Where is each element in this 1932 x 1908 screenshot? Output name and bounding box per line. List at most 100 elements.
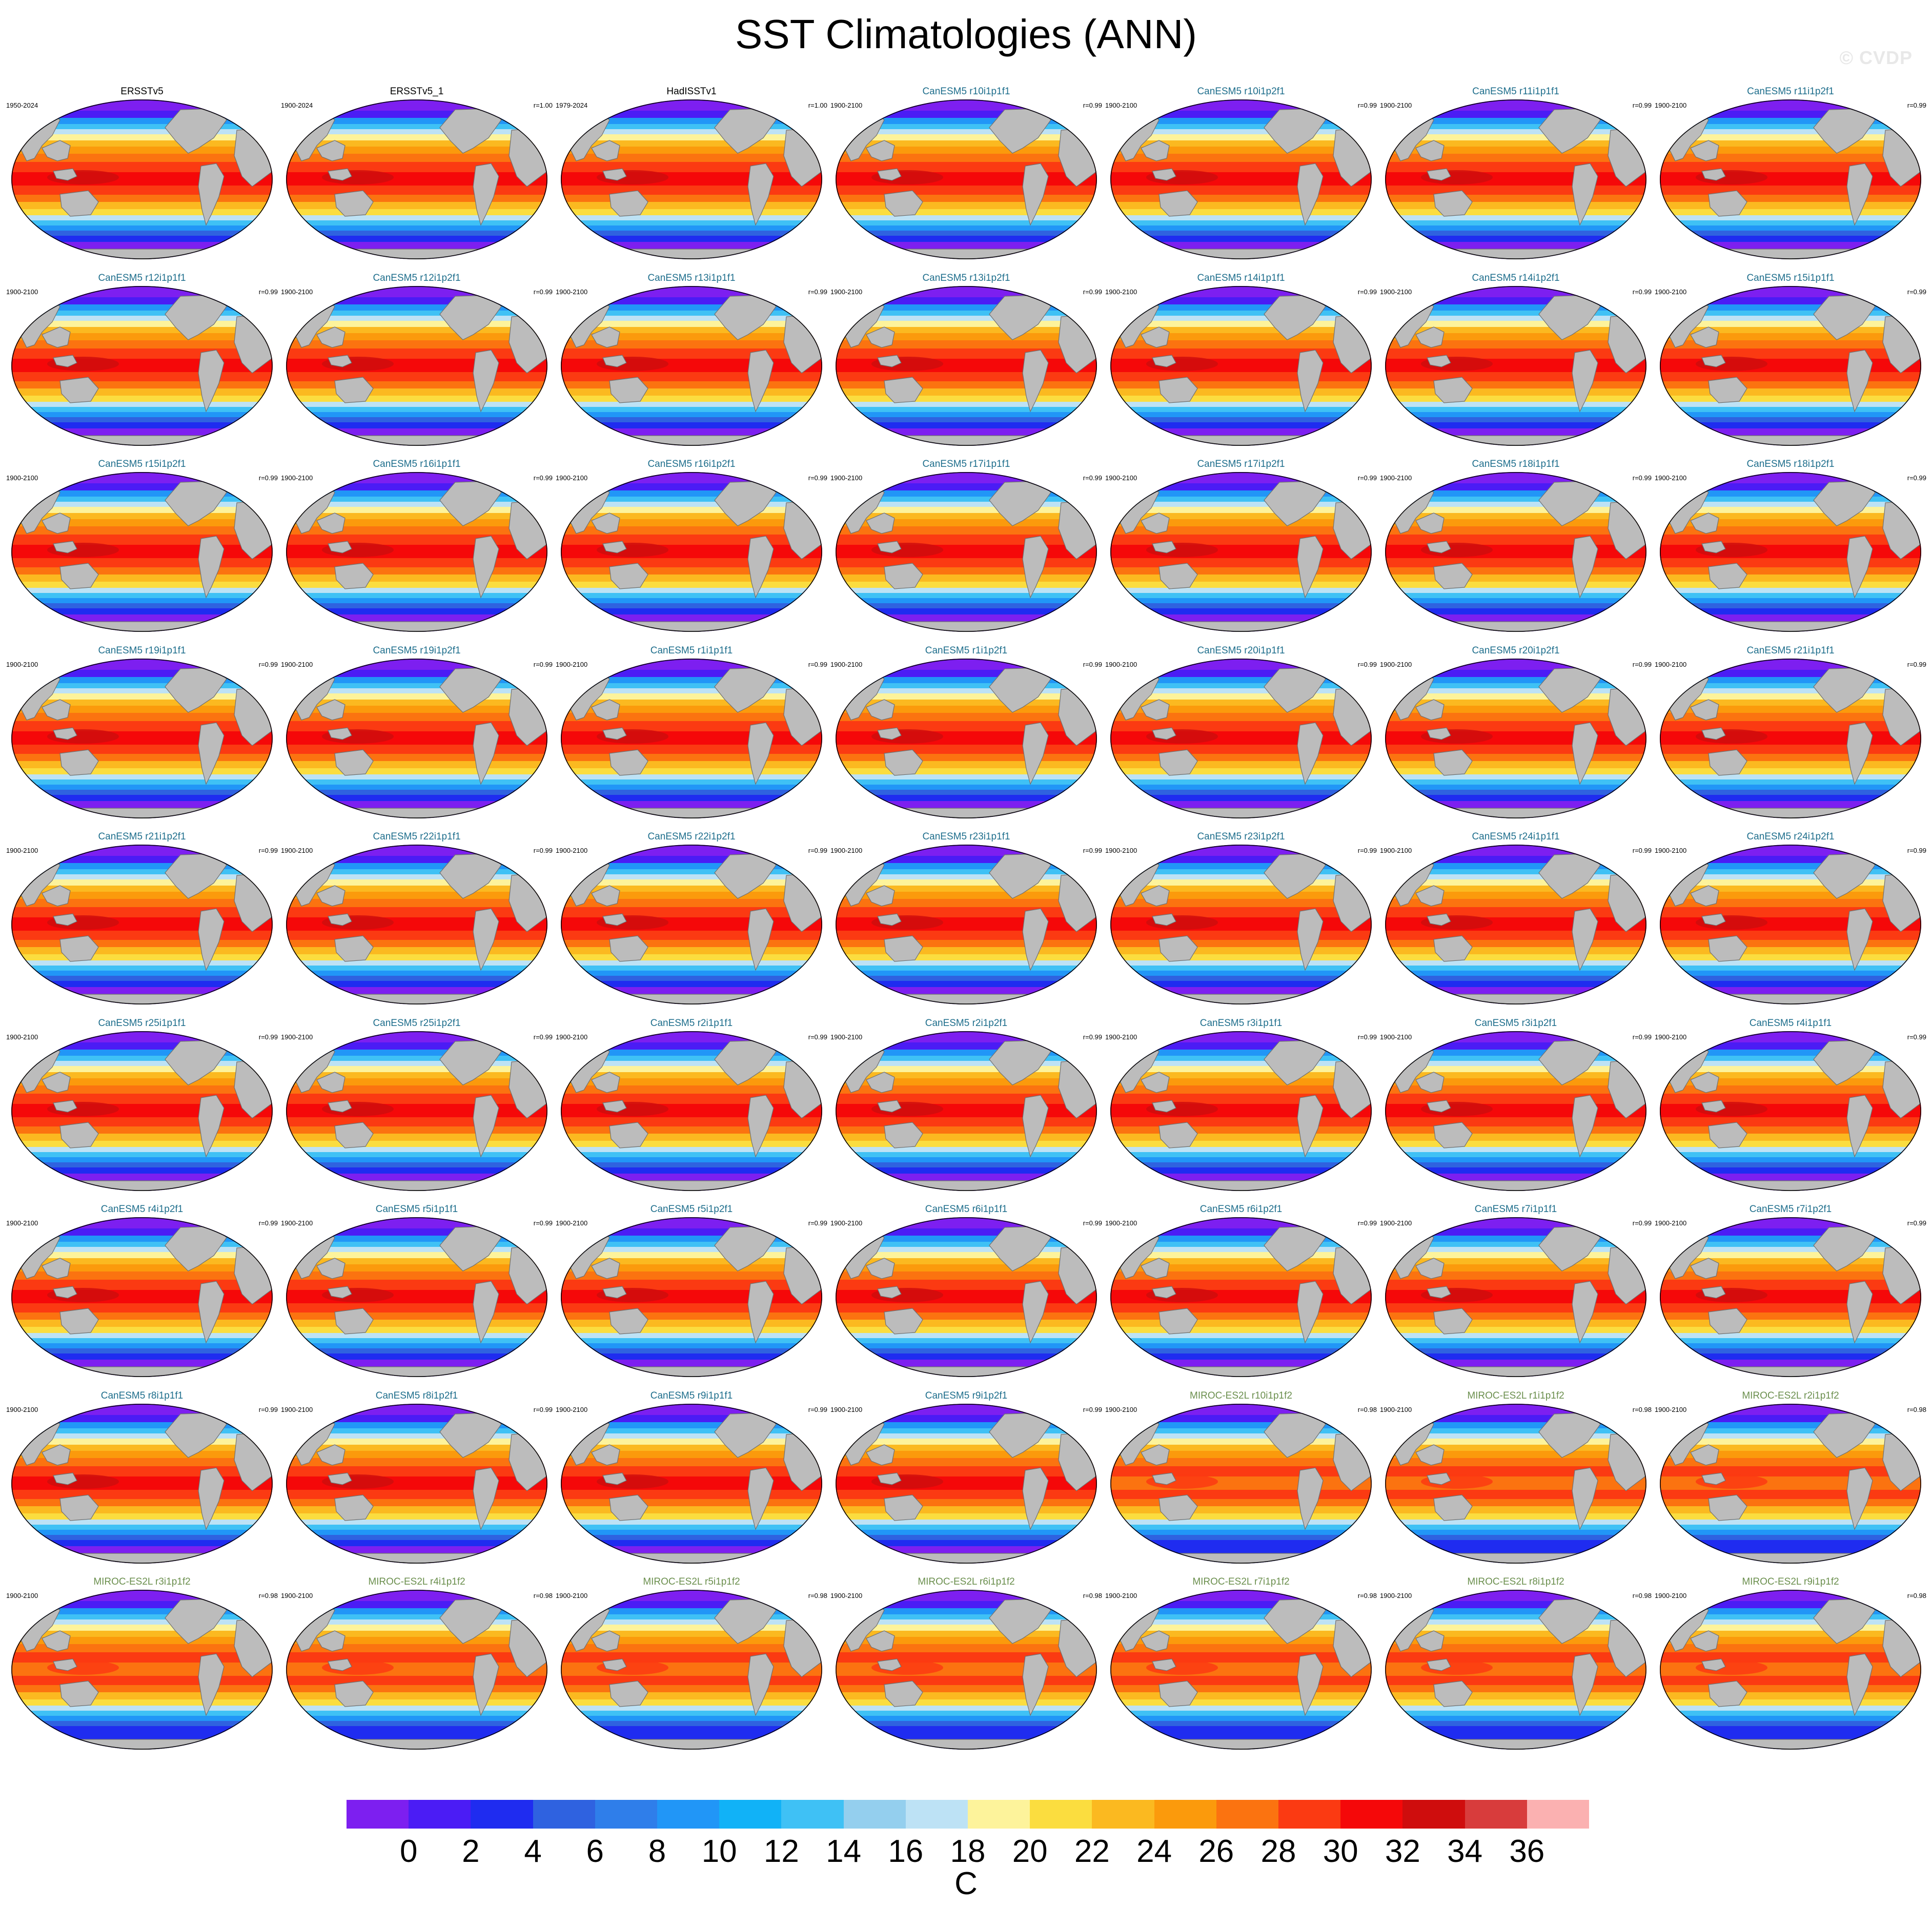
panel-title: MIROC-ES2L r2i1p1f2	[1742, 1390, 1839, 1401]
panel-years: 1900-2100	[6, 660, 38, 668]
panel-years: 1900-2100	[1655, 1219, 1687, 1227]
colorbar-tick-label: 16	[888, 1834, 924, 1869]
panel-years: 1900-2100	[1380, 101, 1412, 109]
colorbar-tick-label: 26	[1198, 1834, 1234, 1869]
map-panel: CanESM5 r14i1p2f1 1900-2100 r=0.99	[1378, 273, 1654, 459]
panel-correlation: r=0.99	[533, 660, 553, 668]
panel-correlation: r=0.99	[1632, 660, 1652, 668]
panel-years: 1900-2100	[1380, 1219, 1412, 1227]
panel-years: 1900-2100	[281, 1405, 313, 1413]
panel-correlation: r=0.99	[1632, 474, 1652, 482]
panel-correlation: r=0.99	[1357, 1219, 1377, 1227]
colorbar-swatch	[1465, 1800, 1527, 1829]
panel-title: CanESM5 r3i1p2f1	[1474, 1017, 1557, 1029]
map-panel: MIROC-ES2L r1i1p1f2 1900-2100 r=0.98	[1378, 1390, 1654, 1576]
colorbar-tick-label: 0	[399, 1834, 418, 1869]
map-panel: CanESM5 r19i1p2f1 1900-2100 r=0.99	[279, 645, 555, 831]
sst-map	[1660, 1031, 1921, 1191]
panel-title: HadISSTv1	[666, 86, 717, 97]
panel-years: 1900-2100	[1655, 101, 1687, 109]
map-panel: CanESM5 r9i1p1f1 1900-2100 r=0.99	[554, 1390, 829, 1576]
panel-correlation: r=0.99	[1357, 101, 1377, 109]
panel-years: 1900-2100	[1655, 288, 1687, 296]
panel-correlation: r=0.98	[1632, 1592, 1652, 1599]
panel-correlation: r=1.00	[808, 101, 827, 109]
map-panel: CanESM5 r20i1p1f1 1900-2100 r=0.99	[1103, 645, 1379, 831]
panel-years: 1900-2100	[1380, 1033, 1412, 1041]
panel-title: CanESM5 r4i1p1f1	[1749, 1017, 1832, 1029]
sst-map	[836, 1217, 1097, 1377]
map-panel: CanESM5 r16i1p2f1 1900-2100 r=0.99	[554, 459, 829, 645]
colorbar-tick-label: 36	[1509, 1834, 1545, 1869]
panel-title: MIROC-ES2L r6i1p1f2	[918, 1576, 1015, 1587]
panel-correlation: r=0.98	[808, 1592, 827, 1599]
panel-correlation: r=0.99	[808, 288, 827, 296]
sst-map	[1385, 1403, 1646, 1564]
map-panel: CanESM5 r19i1p1f1 1900-2100 r=0.99	[4, 645, 280, 831]
panel-years: 1900-2100	[830, 847, 863, 854]
panel-correlation: r=0.99	[1083, 1219, 1102, 1227]
map-panel: CanESM5 r5i1p1f1 1900-2100 r=0.99	[279, 1204, 555, 1390]
map-panel: ERSSTv5 1950-2024	[4, 86, 280, 272]
panel-years: 1900-2100	[281, 1219, 313, 1227]
sst-map	[1385, 1217, 1646, 1377]
panel-correlation: r=0.99	[808, 847, 827, 854]
panel-years: 1900-2100	[1105, 1405, 1137, 1413]
panel-correlation: r=0.99	[533, 1405, 553, 1413]
sst-map	[1385, 99, 1646, 259]
sst-map	[1660, 658, 1921, 818]
map-panel: MIROC-ES2L r10i1p1f2 1900-2100 r=0.98	[1103, 1390, 1379, 1576]
panel-correlation: r=0.99	[258, 1033, 278, 1041]
sst-map	[286, 1217, 547, 1377]
map-panel: CanESM5 r11i1p2f1 1900-2100 r=0.99	[1653, 86, 1928, 272]
colorbar-swatch	[781, 1800, 844, 1829]
sst-map	[1110, 1403, 1372, 1564]
sst-map	[1385, 472, 1646, 632]
panel-correlation: r=0.99	[533, 847, 553, 854]
sst-map	[286, 1403, 547, 1564]
map-panel: CanESM5 r23i1p1f1 1900-2100 r=0.99	[828, 831, 1104, 1017]
colorbar-swatch	[347, 1800, 409, 1829]
panel-title: MIROC-ES2L r10i1p1f2	[1190, 1390, 1292, 1401]
sst-map	[1110, 99, 1372, 259]
panel-correlation: r=0.99	[1083, 101, 1102, 109]
panel-correlation: r=0.98	[258, 1592, 278, 1599]
map-panel: CanESM5 r15i1p2f1 1900-2100 r=0.99	[4, 459, 280, 645]
sst-map	[1110, 1217, 1372, 1377]
map-panel: CanESM5 r7i1p1f1 1900-2100 r=0.99	[1378, 1204, 1654, 1390]
colorbar-tick-label: 24	[1136, 1834, 1172, 1869]
panel-title: CanESM5 r4i1p2f1	[100, 1204, 184, 1215]
map-panel: MIROC-ES2L r8i1p1f2 1900-2100 r=0.98	[1378, 1576, 1654, 1762]
panel-correlation: r=0.99	[1083, 1405, 1102, 1413]
map-panel: CanESM5 r1i1p2f1 1900-2100 r=0.99	[828, 645, 1104, 831]
panel-years: 1900-2100	[556, 1405, 588, 1413]
panel-years: 1900-2100	[1655, 1405, 1687, 1413]
colorbar-tick-label: 20	[1012, 1834, 1048, 1869]
panel-years: 1900-2100	[6, 1219, 38, 1227]
panel-title: CanESM5 r21i1p1f1	[1746, 645, 1835, 656]
colorbar-swatch	[843, 1800, 906, 1829]
panel-correlation: r=0.98	[533, 1592, 553, 1599]
panel-years: 1900-2100	[556, 288, 588, 296]
panel-correlation: r=0.99	[1357, 660, 1377, 668]
panel-title: CanESM5 r21i1p2f1	[98, 831, 186, 842]
colorbar-swatch	[595, 1800, 658, 1829]
colorbar-tick-label: 2	[462, 1834, 480, 1869]
panel-years: 1900-2100	[1105, 847, 1137, 854]
panel-title: CanESM5 r2i1p2f1	[925, 1017, 1008, 1029]
colorbar-swatch	[1154, 1800, 1216, 1829]
sst-map	[836, 1031, 1097, 1191]
panel-correlation: r=0.99	[1357, 847, 1377, 854]
panel-years: 1900-2100	[1380, 660, 1412, 668]
panel-correlation: r=0.98	[1357, 1592, 1377, 1599]
map-panel: HadISSTv1 1979-2024 r=1.00	[554, 86, 829, 272]
map-panel: CanESM5 r1i1p1f1 1900-2100 r=0.99	[554, 645, 829, 831]
panel-title: CanESM5 r22i1p1f1	[373, 831, 461, 842]
colorbar-swatch	[471, 1800, 533, 1829]
panel-title: MIROC-ES2L r7i1p1f2	[1192, 1576, 1290, 1587]
panel-years: 1900-2100	[830, 1405, 863, 1413]
panel-years: 1900-2100	[1655, 847, 1687, 854]
sst-map	[11, 1217, 273, 1377]
map-panel: CanESM5 r10i1p2f1 1900-2100 r=0.99	[1103, 86, 1379, 272]
sst-map	[1110, 845, 1372, 1004]
